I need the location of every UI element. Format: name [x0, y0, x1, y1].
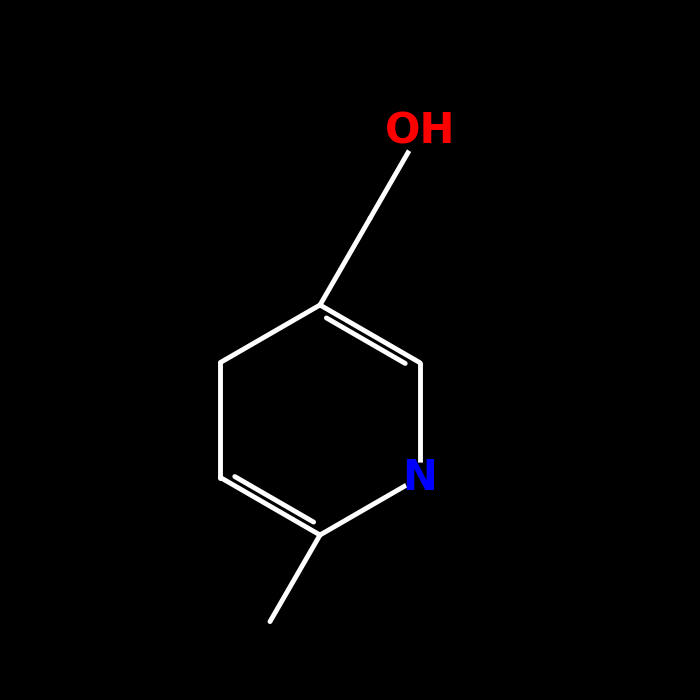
Text: OH: OH: [385, 111, 455, 153]
Text: N: N: [402, 456, 437, 498]
